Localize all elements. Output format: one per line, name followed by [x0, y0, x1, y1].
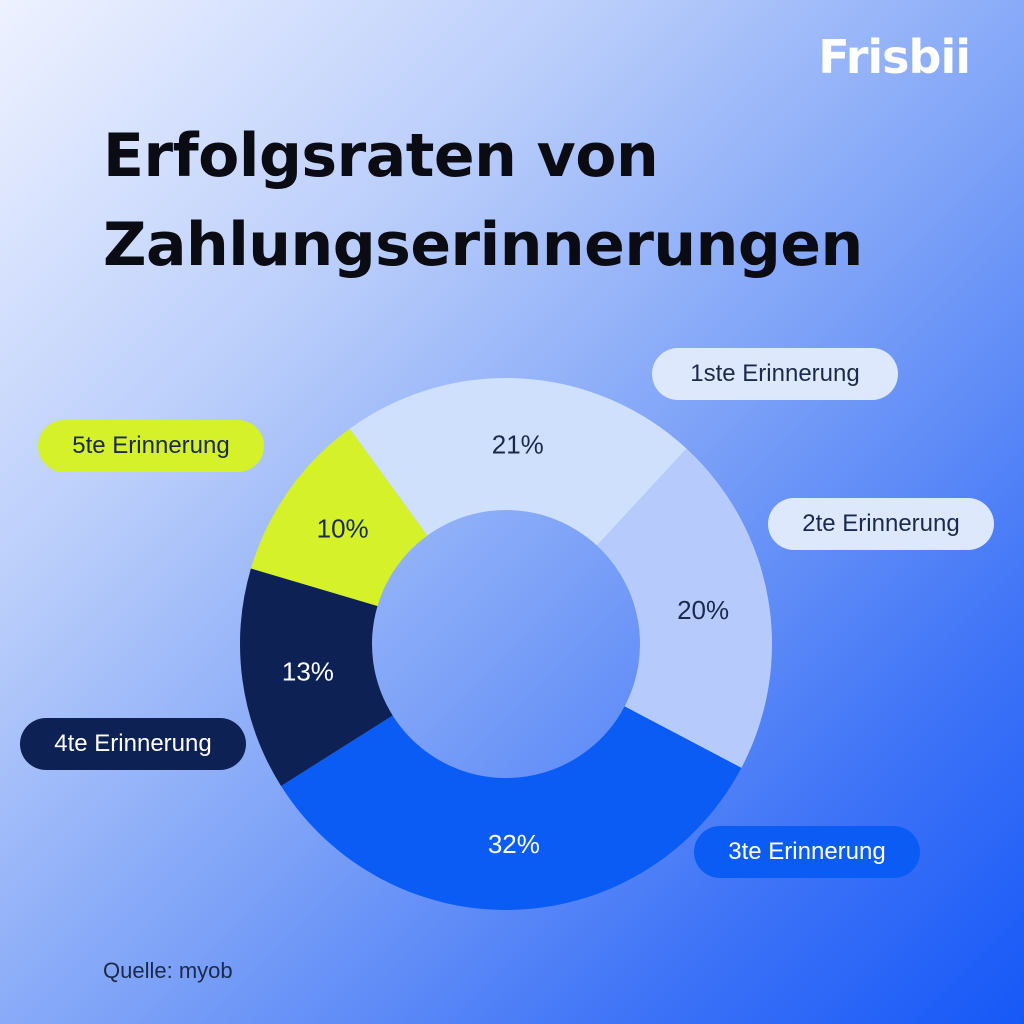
slice-value-label-1ste-erinnerung: 21% [492, 429, 544, 459]
legend-pill-4te-erinnerung: 4te Erinnerung [20, 718, 246, 770]
donut-slice-4te-erinnerung [239, 568, 393, 786]
legend-pill-2te-erinnerung: 2te Erinnerung [768, 498, 994, 550]
title-line-2: Zahlungserinnerungen [103, 210, 863, 280]
donut-slice-5te-erinnerung [250, 428, 428, 606]
source-note: Quelle: myob [103, 958, 233, 983]
donut-slice-2te-erinnerung [596, 448, 772, 768]
slice-value-label-2te-erinnerung: 20% [677, 595, 729, 625]
legend-pill-1ste-erinnerung: 1ste Erinnerung [652, 348, 898, 400]
legend-pill-3te-erinnerung: 3te Erinnerung [694, 826, 920, 878]
slice-value-label-5te-erinnerung: 10% [317, 514, 369, 544]
slice-value-label-3te-erinnerung: 32% [488, 829, 540, 859]
frisbii-logo: Frisbii [818, 30, 971, 84]
legend-pill-5te-erinnerung: 5te Erinnerung [38, 420, 264, 472]
page-title: Erfolgsraten von Zahlungserinnerungen [103, 112, 863, 290]
title-line-1: Erfolgsraten von [103, 121, 659, 191]
donut-slice-1ste-erinnerung [349, 378, 687, 546]
donut-slice-3te-erinnerung [281, 706, 742, 910]
slice-value-label-4te-erinnerung: 13% [282, 656, 334, 686]
